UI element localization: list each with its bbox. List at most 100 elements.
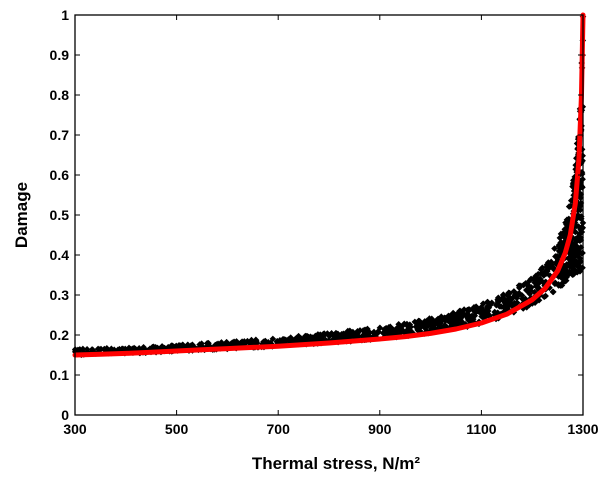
scatter-point bbox=[571, 242, 579, 249]
scatter-point bbox=[556, 234, 564, 242]
scatter-point bbox=[522, 280, 529, 287]
scatter-point bbox=[495, 298, 503, 305]
scatter-point bbox=[452, 315, 459, 322]
scatter-point bbox=[364, 325, 371, 333]
y-tick-label: 0.7 bbox=[50, 127, 70, 143]
scatter-point bbox=[542, 278, 550, 286]
y-tick-label: 0.9 bbox=[50, 47, 70, 63]
y-tick-label: 0.2 bbox=[50, 327, 70, 343]
scatter-point bbox=[526, 283, 534, 291]
scatter-point bbox=[514, 290, 521, 298]
scatter-point bbox=[468, 312, 476, 320]
scatter-point bbox=[567, 253, 574, 261]
scatter-point bbox=[495, 294, 502, 302]
x-tick-label: 700 bbox=[267, 421, 291, 437]
x-tick-label: 1300 bbox=[567, 421, 598, 437]
x-tick-label: 300 bbox=[63, 421, 87, 437]
scatter-point bbox=[472, 309, 479, 316]
scatter-point bbox=[231, 339, 239, 346]
scatter-point bbox=[568, 249, 576, 256]
scatter-point bbox=[387, 330, 395, 338]
scatter-point bbox=[483, 309, 491, 317]
scatter-point bbox=[563, 221, 570, 228]
scatter-point bbox=[293, 334, 301, 342]
scatter-point bbox=[549, 288, 557, 296]
scatter-point bbox=[403, 320, 411, 328]
scatter-point bbox=[405, 323, 412, 331]
y-tick-label: 0.8 bbox=[50, 87, 70, 103]
x-axis-title: Thermal stress, N/m² bbox=[252, 454, 421, 473]
scatter-point bbox=[83, 346, 91, 353]
scatter-point bbox=[460, 306, 468, 313]
scatter-point bbox=[576, 237, 584, 244]
scatter-point bbox=[537, 270, 545, 277]
y-tick-label: 0.6 bbox=[50, 167, 70, 183]
scatter-point bbox=[260, 338, 267, 346]
scatter-point bbox=[450, 310, 458, 318]
scatter-point bbox=[301, 334, 308, 342]
y-tick-label: 0.5 bbox=[50, 207, 70, 223]
scatter-point bbox=[437, 318, 445, 326]
scatter-point bbox=[441, 314, 448, 322]
scatter-point bbox=[558, 251, 565, 259]
scatter-point bbox=[574, 233, 582, 241]
scatter-point bbox=[563, 273, 570, 281]
scatter-point bbox=[433, 316, 441, 324]
scatter-point bbox=[569, 179, 577, 187]
scatter-point bbox=[305, 333, 312, 341]
scatter-point bbox=[571, 247, 578, 255]
y-tick-label: 0 bbox=[61, 407, 69, 423]
scatter-point bbox=[561, 277, 569, 285]
scatter-point bbox=[385, 324, 393, 331]
scatter-point bbox=[340, 330, 347, 338]
scatter-point bbox=[568, 245, 575, 253]
scatter-point bbox=[557, 282, 564, 289]
scatter-point bbox=[572, 235, 579, 243]
scatter-point bbox=[326, 332, 333, 340]
scatter-point bbox=[203, 343, 211, 350]
fit-curve bbox=[72, 12, 586, 358]
scatter-point bbox=[328, 330, 335, 337]
scatter-point bbox=[196, 341, 203, 348]
scatter-point bbox=[403, 327, 410, 335]
scatter-point bbox=[104, 347, 111, 354]
scatter-point bbox=[318, 335, 325, 343]
scatter-point bbox=[384, 328, 392, 336]
scatter-point bbox=[338, 335, 346, 342]
scatter-point bbox=[557, 241, 565, 249]
scatter-point bbox=[465, 306, 472, 313]
scatter-point bbox=[169, 342, 176, 350]
scatter-point bbox=[518, 292, 526, 299]
scatter-point bbox=[572, 239, 579, 246]
scatter-point bbox=[427, 322, 435, 329]
scatter-point bbox=[334, 330, 342, 338]
scatter-point bbox=[555, 247, 563, 255]
scatter-point bbox=[360, 327, 368, 334]
scatter-point bbox=[344, 335, 351, 342]
scatter-point bbox=[175, 342, 183, 349]
scatter-point bbox=[345, 328, 352, 336]
scatter-point bbox=[269, 335, 277, 343]
scatter-point bbox=[513, 299, 521, 306]
scatter-point bbox=[574, 251, 581, 259]
scatter-point bbox=[398, 328, 406, 335]
scatter-point bbox=[565, 203, 573, 210]
scatter-point bbox=[79, 345, 87, 353]
scatter-point bbox=[555, 271, 563, 279]
scatter-point bbox=[561, 239, 568, 246]
scatter-point bbox=[422, 321, 429, 328]
scatter-point bbox=[227, 340, 235, 348]
x-tick-label: 900 bbox=[368, 421, 392, 437]
scatter-point bbox=[508, 302, 515, 309]
scatter-point bbox=[203, 339, 211, 347]
y-tick-label: 0.1 bbox=[50, 367, 70, 383]
scatter-point bbox=[550, 266, 558, 274]
scatter-point bbox=[414, 326, 421, 334]
scatter-point bbox=[567, 261, 574, 269]
scatter-point bbox=[441, 321, 449, 329]
scatter-point bbox=[511, 292, 519, 299]
scatter-point bbox=[570, 259, 577, 267]
scatter-point bbox=[457, 308, 465, 315]
